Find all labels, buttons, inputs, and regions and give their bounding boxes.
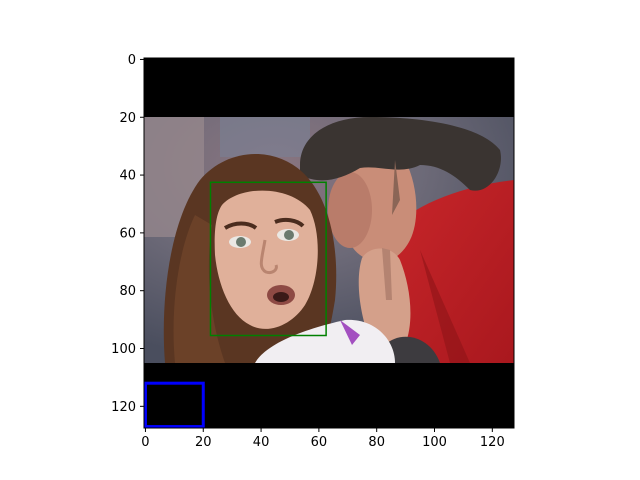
y-axis: 0 20 40 60 80 100 120 xyxy=(111,53,144,415)
x-tick-label: 120 xyxy=(480,435,505,450)
y-tick-label: 60 xyxy=(119,226,136,241)
face-bounding-box xyxy=(209,181,327,337)
x-axis: 0 20 40 60 80 100 120 xyxy=(141,428,505,450)
reference-bounding-box xyxy=(144,381,205,428)
y-tick-label: 40 xyxy=(119,169,136,184)
x-tick-label: 40 xyxy=(253,435,270,450)
y-tick-label: 80 xyxy=(119,284,136,299)
y-tick-label: 20 xyxy=(119,111,136,126)
x-tick-label: 20 xyxy=(195,435,212,450)
photo-of-woman-and-man xyxy=(144,117,514,363)
y-tick-label: 120 xyxy=(111,400,136,415)
axes-frame xyxy=(143,57,515,429)
y-tick-label: 0 xyxy=(128,53,136,68)
x-tick-label: 0 xyxy=(141,435,149,450)
x-tick-label: 100 xyxy=(422,435,447,450)
image-plot-area xyxy=(144,58,514,428)
y-tick-label: 100 xyxy=(111,342,136,357)
x-tick-label: 60 xyxy=(311,435,328,450)
x-tick-label: 80 xyxy=(368,435,385,450)
